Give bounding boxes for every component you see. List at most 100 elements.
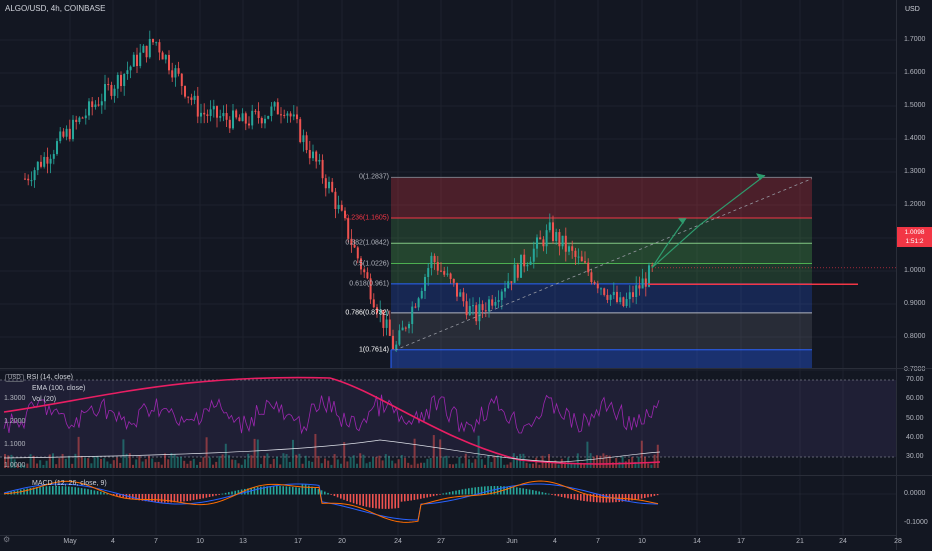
candle-body (72, 119, 74, 140)
macd-histogram-bar (180, 494, 182, 502)
candle-body (129, 66, 132, 71)
candle-body (571, 246, 574, 251)
volume-bar (77, 436, 80, 468)
candle-body (203, 112, 206, 115)
candle-body (491, 299, 494, 306)
rsi-line (3, 394, 660, 435)
volume-bar (327, 460, 330, 468)
macd-histogram-bar (135, 494, 137, 500)
time-tick-label: 14 (693, 538, 701, 545)
volume-bar (100, 458, 102, 468)
candle-body (200, 112, 202, 117)
volume-bar (183, 460, 186, 468)
macd-histogram-bar (509, 486, 512, 495)
volume-bar (234, 459, 237, 468)
candle-body (462, 292, 465, 302)
volume-bar (292, 439, 294, 468)
macd-histogram-bar (327, 492, 329, 495)
volume-bar (269, 464, 272, 468)
time-axis[interactable] (0, 535, 896, 551)
volume-bar (557, 464, 560, 468)
macd-right-tick: -0.1000 (904, 519, 928, 526)
candle-body (465, 301, 468, 316)
candle-body (193, 95, 196, 100)
macd-histogram-bar (276, 486, 278, 495)
fib-level-label: 0.5(1.0226) (353, 260, 389, 268)
macd-histogram-bar (439, 494, 441, 495)
macd-histogram-bar (266, 486, 268, 495)
volume-bar (132, 464, 134, 468)
candle-body (187, 96, 190, 98)
volume-bar (500, 456, 502, 468)
candle-body (212, 106, 215, 110)
candle-body (177, 68, 180, 74)
candle-body (142, 45, 145, 53)
candle-body (225, 113, 228, 120)
candle-body (59, 131, 62, 142)
macd-histogram-bar (279, 486, 281, 495)
macd-histogram-bar (52, 486, 54, 495)
candle-body (513, 264, 516, 283)
volume-legend[interactable]: Vol (20) (32, 396, 57, 403)
currency-badge[interactable]: USD (905, 6, 920, 13)
candle-body (404, 327, 407, 329)
volume-bar (589, 453, 592, 468)
candle-body (539, 237, 542, 240)
time-tick-label: 4 (111, 538, 115, 545)
candle-body (625, 299, 628, 306)
volume-bar (519, 453, 522, 468)
volume-bar (301, 463, 304, 468)
price-tick-label: 1.3000 (904, 168, 926, 175)
rsi-legend[interactable]: USD RSI (14, close) (5, 374, 73, 382)
macd-histogram-bar (554, 494, 556, 496)
candle-body (552, 222, 554, 241)
projection-arrow-long (651, 174, 766, 269)
pane-separator[interactable] (0, 475, 932, 476)
candle-body (587, 262, 590, 273)
volume-bar (298, 453, 301, 468)
macd-histogram-bar (61, 486, 64, 495)
price-axis[interactable] (896, 0, 932, 550)
volume-bar (279, 464, 282, 468)
macd-histogram-bar (157, 494, 160, 503)
volume-bar (308, 460, 310, 468)
macd-histogram-bar (116, 494, 118, 496)
volume-bar (311, 461, 314, 468)
macd-histogram-bar (624, 494, 627, 502)
volume-bar (336, 459, 339, 468)
macd-histogram-bar (576, 494, 579, 501)
volume-bar (189, 460, 192, 468)
volume-bar (378, 455, 381, 468)
pane-currency-tag[interactable]: USD (5, 374, 24, 382)
volume-bar (276, 456, 278, 468)
candle-body (401, 327, 404, 331)
ema-legend[interactable]: EMA (100, close) (32, 385, 86, 392)
macd-histogram-bar (628, 494, 630, 501)
time-tick-label: 21 (796, 538, 804, 545)
volume-bar (36, 463, 38, 468)
time-tick-label: 7 (154, 538, 158, 545)
candle-body (260, 118, 263, 124)
volume-bar (64, 458, 67, 468)
pane-separator[interactable] (0, 368, 932, 369)
volume-bar (80, 455, 83, 468)
volume-bar (74, 453, 77, 468)
volume-bar (525, 462, 528, 468)
volume-bar (192, 458, 195, 468)
candle-body (62, 131, 65, 137)
candle-body (414, 306, 417, 308)
volume-bar (372, 457, 374, 468)
volume-bar (167, 459, 170, 468)
candle-body (107, 84, 110, 86)
macd-legend[interactable]: MACD (12, 26, close, 9) (32, 480, 107, 487)
volume-bar (429, 457, 432, 468)
volume-bar (23, 464, 26, 468)
candle-body (123, 74, 126, 87)
volume-bar (240, 464, 243, 468)
volume-bar (256, 439, 259, 468)
macd-histogram-bar (26, 488, 28, 495)
volume-bar (538, 464, 541, 468)
settings-gear-icon[interactable]: ⚙ (3, 535, 11, 544)
